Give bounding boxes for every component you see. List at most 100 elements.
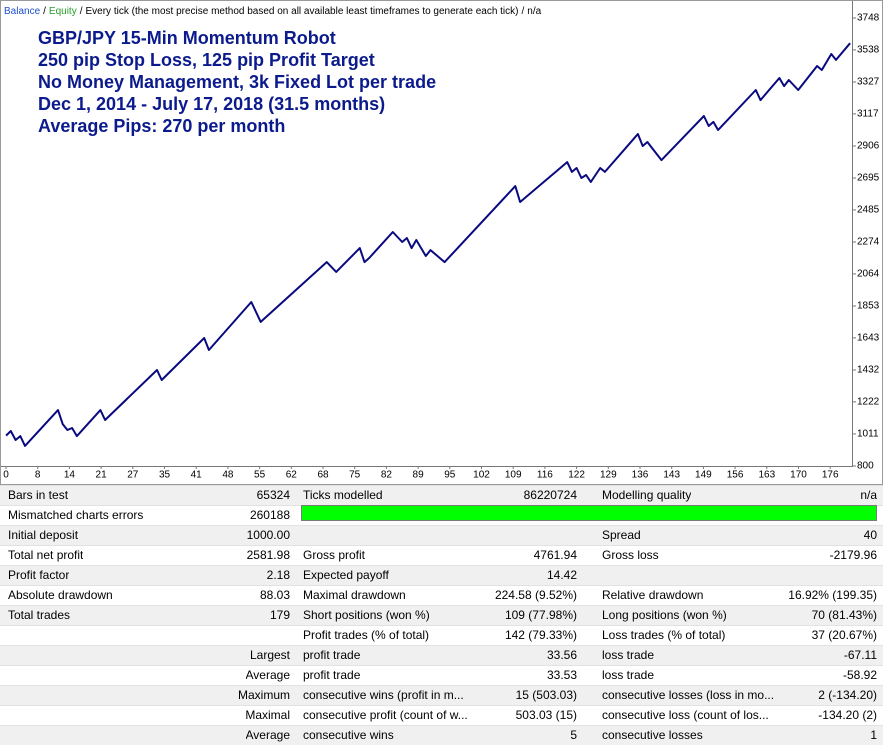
table-label: Mismatched charts errors [8,508,144,522]
title-line: No Money Management, 3k Fixed Lot per tr… [38,72,436,92]
table-row: Initial deposit 1000.00 Spread 40 [0,525,883,545]
title-line: Dec 1, 2014 - July 17, 2018 (31.5 months… [38,94,385,114]
table-row: Largest profit trade 33.56 loss trade -67.11 [0,645,883,665]
title-line: Average Pips: 270 per month [38,116,285,136]
header-item: Balance [4,6,41,17]
table-row: Absolute drawdown 88.03 Maximal drawdown 22… [0,585,883,605]
x-tick-label: 75 [349,470,361,481]
table-value: Largest [249,648,290,662]
table-row: Bars in test 65324 Ticks modelled 86220724 M… [0,485,883,505]
table-value: 503.03 (15) [515,708,577,722]
table-label: Loss trades (% of total) [602,628,726,642]
y-tick-label: 1222 [857,397,880,408]
table-label: consecutive wins [303,728,394,742]
x-tick-label: 156 [727,470,744,481]
table-label: Gross loss [602,548,659,562]
x-tick-label: 143 [663,470,680,481]
x-tick-label: 136 [632,470,649,481]
table-value: 1000.00 [246,528,290,542]
table-label: profit trade [303,668,361,682]
modelling-quality-bar [301,505,877,521]
x-tick-label: 62 [286,470,298,481]
title-line: GBP/JPY 15-Min Momentum Robot [38,28,336,48]
header: Balance / Equity / Every tick (the most prec… [4,6,542,17]
header-item: n/a [527,6,541,17]
table-label: Long positions (won %) [602,608,727,622]
x-tick-label: 116 [537,470,553,481]
x-tick-label: 41 [191,470,203,481]
table-value: -2179.96 [829,548,877,562]
table-value: 2 (-134.20) [818,688,877,702]
table-row: Profit trades (% of total) 142 (79.33%) Lo… [0,625,883,645]
y-tick-label: 1011 [857,429,879,440]
table-value: 70 (81.43%) [811,608,877,622]
x-tick-label: 122 [568,470,585,481]
table-value: 15 (503.03) [515,688,577,702]
table-row: Profit factor 2.18 Expected payoff 14.42 [0,565,883,585]
y-tick-label: 2274 [857,237,880,248]
y-tick-label: 2695 [857,173,880,184]
table-label: consecutive losses [602,728,703,742]
y-tick-label: 1432 [857,365,880,376]
table-value: -134.20 (2) [818,708,877,722]
table-label: Relative drawdown [602,588,704,602]
x-tick-label: 35 [159,470,171,481]
table-value: Maximum [237,688,290,702]
table-value: 65324 [256,488,290,502]
x-tick-label: 129 [600,470,617,481]
y-tick-label: 3748 [857,13,880,24]
balance-line [5,42,851,447]
x-tick-label: 109 [505,470,522,481]
y-tick-label: 1643 [857,333,880,344]
y-tick-label: 800 [857,461,874,472]
table-value: 5 [570,728,577,742]
table-value: 260188 [249,508,290,522]
x-tick-label: 95 [444,470,456,481]
table-value: 86220724 [523,488,577,502]
table-value: n/a [860,488,877,502]
table-label: consecutive wins (profit in m... [303,688,464,702]
table-label: loss trade [602,648,655,662]
table-label: consecutive losses (loss in mo... [602,688,775,702]
x-tick-label: 102 [473,470,490,481]
table-value: 33.56 [546,648,577,662]
table-value: 16.92% (199.35) [788,588,877,602]
x-tick-label: 14 [64,470,76,481]
table-value: 142 (79.33%) [504,628,577,642]
table-value: -67.11 [843,648,877,662]
x-tick-label: 0 [3,470,9,481]
table-label: Spread [602,528,641,542]
chart: Balance / Equity / Every tick (the most prec… [0,0,883,485]
table-value: 224.58 (9.52%) [494,588,577,602]
y-tick-label: 3327 [857,77,880,88]
y-tick-label: 1853 [857,301,880,312]
table-label: profit trade [303,648,361,662]
table-label: consecutive loss (count of los... [602,708,769,722]
table-label: Gross profit [303,548,366,562]
x-tick-label: 89 [413,470,425,481]
table-label: Ticks modelled [303,488,383,502]
x-tick-label: 82 [381,470,393,481]
header-item: Equity [49,6,77,17]
table-value: Average [245,668,290,682]
table-label: Total net profit [8,548,84,562]
y-tick-label: 3538 [857,45,880,56]
table-label: Total trades [8,608,71,622]
table-row: Total net profit 2581.98 Gross profit 4761.… [0,545,883,565]
title-line: 250 pip Stop Loss, 125 pip Profit Target [38,50,375,70]
table-value: Maximal [245,708,290,722]
table-value: 4761.94 [533,548,577,562]
table-label: consecutive profit (count of w... [303,708,468,722]
table-row: Average profit trade 33.53 loss trade -58.92 [0,665,883,685]
plot-frame [0,0,853,467]
table-label: Initial deposit [8,528,79,542]
header-separator: / [521,6,524,17]
y-tick-label: 3117 [857,109,879,120]
table-label: Short positions (won %) [303,608,430,622]
x-tick-label: 27 [127,470,139,481]
table-row: Average consecutive wins 5 consecutive loss… [0,725,883,745]
table-value: 2.18 [266,568,290,582]
x-tick-label: 176 [822,470,839,481]
table-value: 179 [269,608,290,622]
